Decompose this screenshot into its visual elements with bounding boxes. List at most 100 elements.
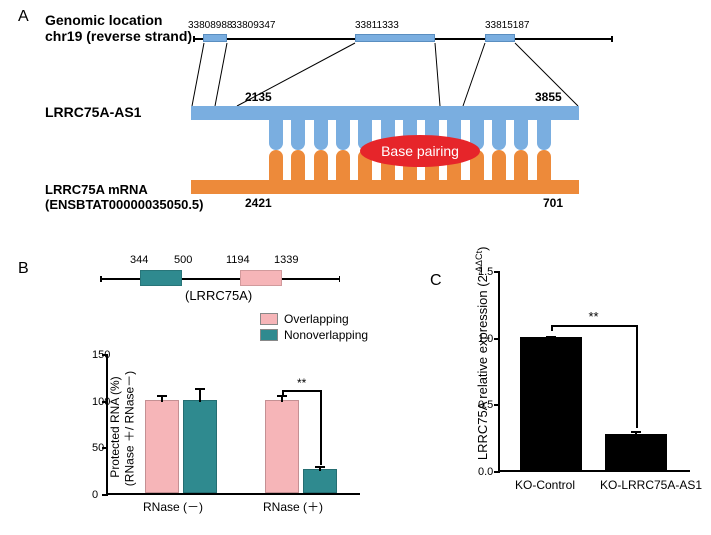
exon-box-3: [485, 34, 515, 42]
mrna-pos-end: 701: [543, 196, 563, 210]
b-coord-344: 344: [130, 254, 148, 266]
chart-c-bar: [605, 434, 667, 470]
pairing-tooth-top: [269, 120, 283, 150]
chart-c-ytick-mark: [494, 271, 500, 273]
chart-b-xlabel: RNase (＋): [263, 498, 323, 515]
pairing-tooth-bot: [514, 150, 528, 180]
pairing-tooth-bot: [336, 150, 350, 180]
chart-c-errorbar: [550, 337, 552, 339]
pairing-tooth-top: [537, 120, 551, 150]
chart-b-errorbar: [319, 467, 321, 471]
genomic-location-label-2: chr19 (reverse strand): [45, 28, 192, 44]
legend-nonoverlap-label: Nonoverlapping: [284, 328, 368, 342]
mrna-pos-start: 2421: [245, 196, 272, 210]
chart-c-errorbar: [635, 432, 637, 436]
overlap-region-box: [240, 270, 282, 286]
chart-c-ylabel-tail: ): [475, 247, 490, 251]
chart-b-xlabel: RNase (－): [143, 498, 203, 515]
chart-c-sig-line: [551, 325, 636, 327]
genomic-location-label-1: Genomic location: [45, 12, 162, 28]
pairing-tooth-top: [492, 120, 506, 150]
panel-b-container: 344 500 1194 1339 (LRRC75A) Overlapping …: [50, 250, 410, 530]
chart-b-ytick-mark: [102, 447, 108, 449]
pairing-tooth-top: [291, 120, 305, 150]
lrrc75a-mrna-label-1: LRRC75A mRNA: [45, 182, 148, 197]
exon-box-1: [203, 34, 227, 42]
chart-b-ytick-mark: [102, 354, 108, 356]
lrrc75a-gene-label: (LRRC75A): [185, 288, 252, 303]
pairing-tooth-bot: [537, 150, 551, 180]
coord-4: 33815187: [485, 20, 530, 31]
chart-b-ytick: 0: [92, 489, 98, 501]
panel-a-diagram: Genomic location chr19 (reverse strand) …: [45, 10, 615, 220]
mrna-transcript-bar: [191, 180, 579, 194]
chart-b-sig-line: [320, 390, 322, 465]
chart-c-ytick-mark: [494, 338, 500, 340]
panel-b-chart: Protected RNA (%) (RNase ＋/ RNase－) 0501…: [50, 350, 380, 520]
nonoverlap-region-box: [140, 270, 182, 286]
chart-b-sig-line: [282, 390, 320, 392]
panel-a-label: A: [18, 8, 29, 26]
panel-b-label: B: [18, 260, 29, 278]
pairing-tooth-bot: [291, 150, 305, 180]
pairing-tooth-bot: [314, 150, 328, 180]
chart-b-bar: [265, 400, 299, 493]
chart-b-bar: [303, 469, 337, 493]
chart-c-y-axis: [498, 272, 500, 472]
panel-c-container: LRRC75A relative expression (2-ΔΔCt) 0.0…: [450, 262, 710, 522]
as1-pos-start: 2135: [245, 90, 272, 104]
lrrc75a-as1-label: LRRC75A-AS1: [45, 104, 141, 120]
legend-nonoverlap-swatch: [260, 329, 278, 341]
lrrc75a-gene-line: [100, 278, 340, 280]
coord-2: 33809347: [231, 20, 276, 31]
chart-b-bar: [145, 400, 179, 493]
pairing-tooth-top: [314, 120, 328, 150]
legend-overlap-label: Overlapping: [284, 312, 349, 326]
chart-b-bar: [183, 400, 217, 493]
chart-c-ytick: 1.5: [478, 266, 493, 278]
chart-c-ytick-mark: [494, 471, 500, 473]
chart-c-x-axis: [498, 470, 690, 472]
chart-b-errorbar: [199, 389, 201, 402]
chart-b-errorbar: [281, 396, 283, 402]
chart-c-xlabel: KO-Control: [515, 478, 575, 492]
chart-b-ytick-mark: [102, 494, 108, 496]
chart-b-sig-line: [282, 390, 284, 396]
coord-3: 33811333: [355, 20, 399, 31]
pairing-tooth-top: [336, 120, 350, 150]
as1-pos-end: 3855: [535, 90, 562, 104]
chart-c-sig-line: [636, 325, 638, 428]
lrrc75a-mrna-label-2: (ENSBTAT00000035050.5): [45, 197, 204, 212]
chart-c-ytick: 0.0: [478, 466, 493, 478]
chart-c-ylabel-base: LRRC75A relative expression (2: [475, 275, 490, 460]
panel-c-label: C: [430, 272, 442, 290]
pairing-tooth-top: [514, 120, 528, 150]
chart-c-sig-label: **: [589, 309, 599, 324]
chart-b-ylabel-2: (RNase ＋/ RNase－): [121, 354, 138, 504]
chart-c-bar: [520, 337, 582, 470]
legend-overlap: Overlapping: [260, 312, 368, 326]
panel-b-legend: Overlapping Nonoverlapping: [260, 312, 368, 344]
base-pairing-badge: Base pairing: [360, 135, 480, 167]
chart-b-x-axis: [106, 493, 360, 495]
exon-box-2: [355, 34, 435, 42]
legend-nonoverlap: Nonoverlapping: [260, 328, 368, 342]
chart-b-errorbar: [161, 396, 163, 402]
pairing-tooth-bot: [269, 150, 283, 180]
b-coord-1339: 1339: [274, 254, 298, 266]
b-coord-1194: 1194: [226, 254, 250, 266]
pairing-tooth-bot: [492, 150, 506, 180]
coord-1: 33808988: [188, 20, 233, 31]
as1-transcript-bar: [191, 106, 579, 120]
chart-c-ytick-mark: [494, 404, 500, 406]
chart-c-xlabel: KO-LRRC75A-AS1: [600, 478, 702, 492]
chart-b-ytick-mark: [102, 401, 108, 403]
chart-c-sig-line: [551, 325, 553, 331]
chart-c-ytick: 0.5: [478, 399, 493, 411]
legend-overlap-swatch: [260, 313, 278, 325]
chart-c-ytick: 1.0: [478, 333, 493, 345]
chart-c-ylabel: LRRC75A relative expression (2-ΔΔCt): [474, 280, 490, 460]
chart-b-sig-label: **: [297, 376, 306, 390]
b-coord-500: 500: [174, 254, 192, 266]
panel-c-chart: LRRC75A relative expression (2-ΔΔCt) 0.0…: [450, 262, 710, 512]
